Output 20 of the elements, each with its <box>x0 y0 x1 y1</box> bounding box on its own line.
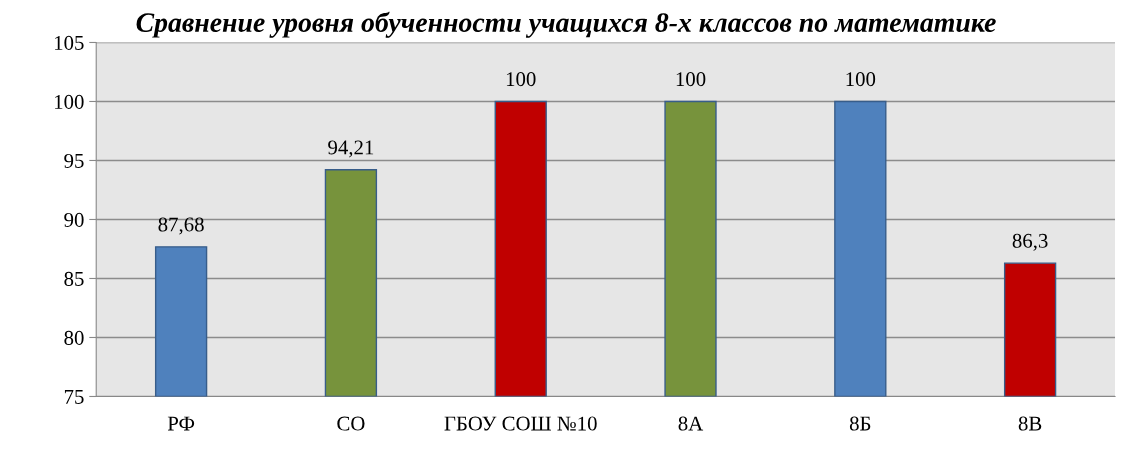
data-label: 100 <box>506 72 536 87</box>
y-tick-label: 75 <box>64 390 84 404</box>
y-tick-label: 105 <box>55 35 84 50</box>
y-tick-label: 100 <box>55 94 84 109</box>
x-tick-label: 8В <box>1018 416 1042 431</box>
x-tick-label: РФ <box>167 416 195 431</box>
y-tick-label: 90 <box>64 212 84 227</box>
y-tick-label: 95 <box>64 153 84 168</box>
data-label: 87,68 <box>158 217 204 235</box>
data-label: 86,3 <box>1012 233 1048 251</box>
x-tick-label: ГБОУ СОШ №10 <box>444 416 597 431</box>
y-tick-label: 80 <box>64 330 84 345</box>
y-tick-label: 85 <box>64 271 84 286</box>
data-label: 100 <box>846 72 876 87</box>
x-tick-label: 8А <box>678 416 704 431</box>
data-label: 100 <box>676 72 706 87</box>
x-tick-label: 8Б <box>849 416 871 431</box>
x-tick-label: СО <box>337 416 365 431</box>
chart-title: Сравнение уровня обученности учащихся 8-х классов по математике <box>136 11 996 38</box>
data-label: 94,21 <box>328 140 374 158</box>
